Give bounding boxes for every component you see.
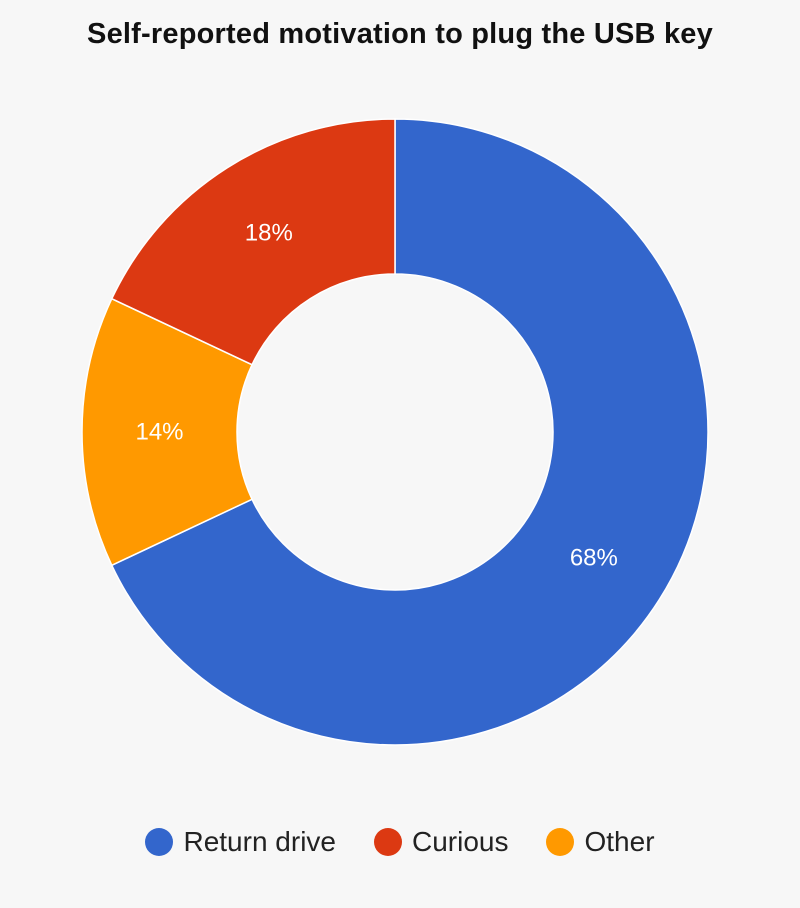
- legend-label-other: Other: [584, 826, 655, 857]
- legend-item-curious[interactable]: Curious: [374, 826, 508, 858]
- slice-other[interactable]: [81, 297, 254, 567]
- legend-label-curious: Curious: [412, 826, 509, 857]
- chart-title: Self-reported motivation to plug the USB…: [87, 18, 713, 50]
- legend-label-return-drive: Return drive: [183, 826, 336, 857]
- legend-item-return-drive[interactable]: Return drive: [145, 826, 336, 858]
- donut-chart: 68% 14% 18%: [81, 118, 709, 746]
- legend-swatch-other: [546, 828, 575, 856]
- chart-legend: Return drive Curious Other: [0, 826, 800, 858]
- slice-label-return-drive: 68%: [570, 545, 618, 572]
- slice-label-other: 14%: [135, 419, 183, 446]
- legend-swatch-curious: [374, 828, 402, 856]
- slice-curious[interactable]: [110, 118, 396, 366]
- slice-return-drive[interactable]: [110, 118, 709, 746]
- legend-item-other[interactable]: Other: [546, 826, 655, 858]
- legend-swatch-return-drive: [145, 828, 174, 856]
- slice-label-curious: 18%: [245, 220, 293, 247]
